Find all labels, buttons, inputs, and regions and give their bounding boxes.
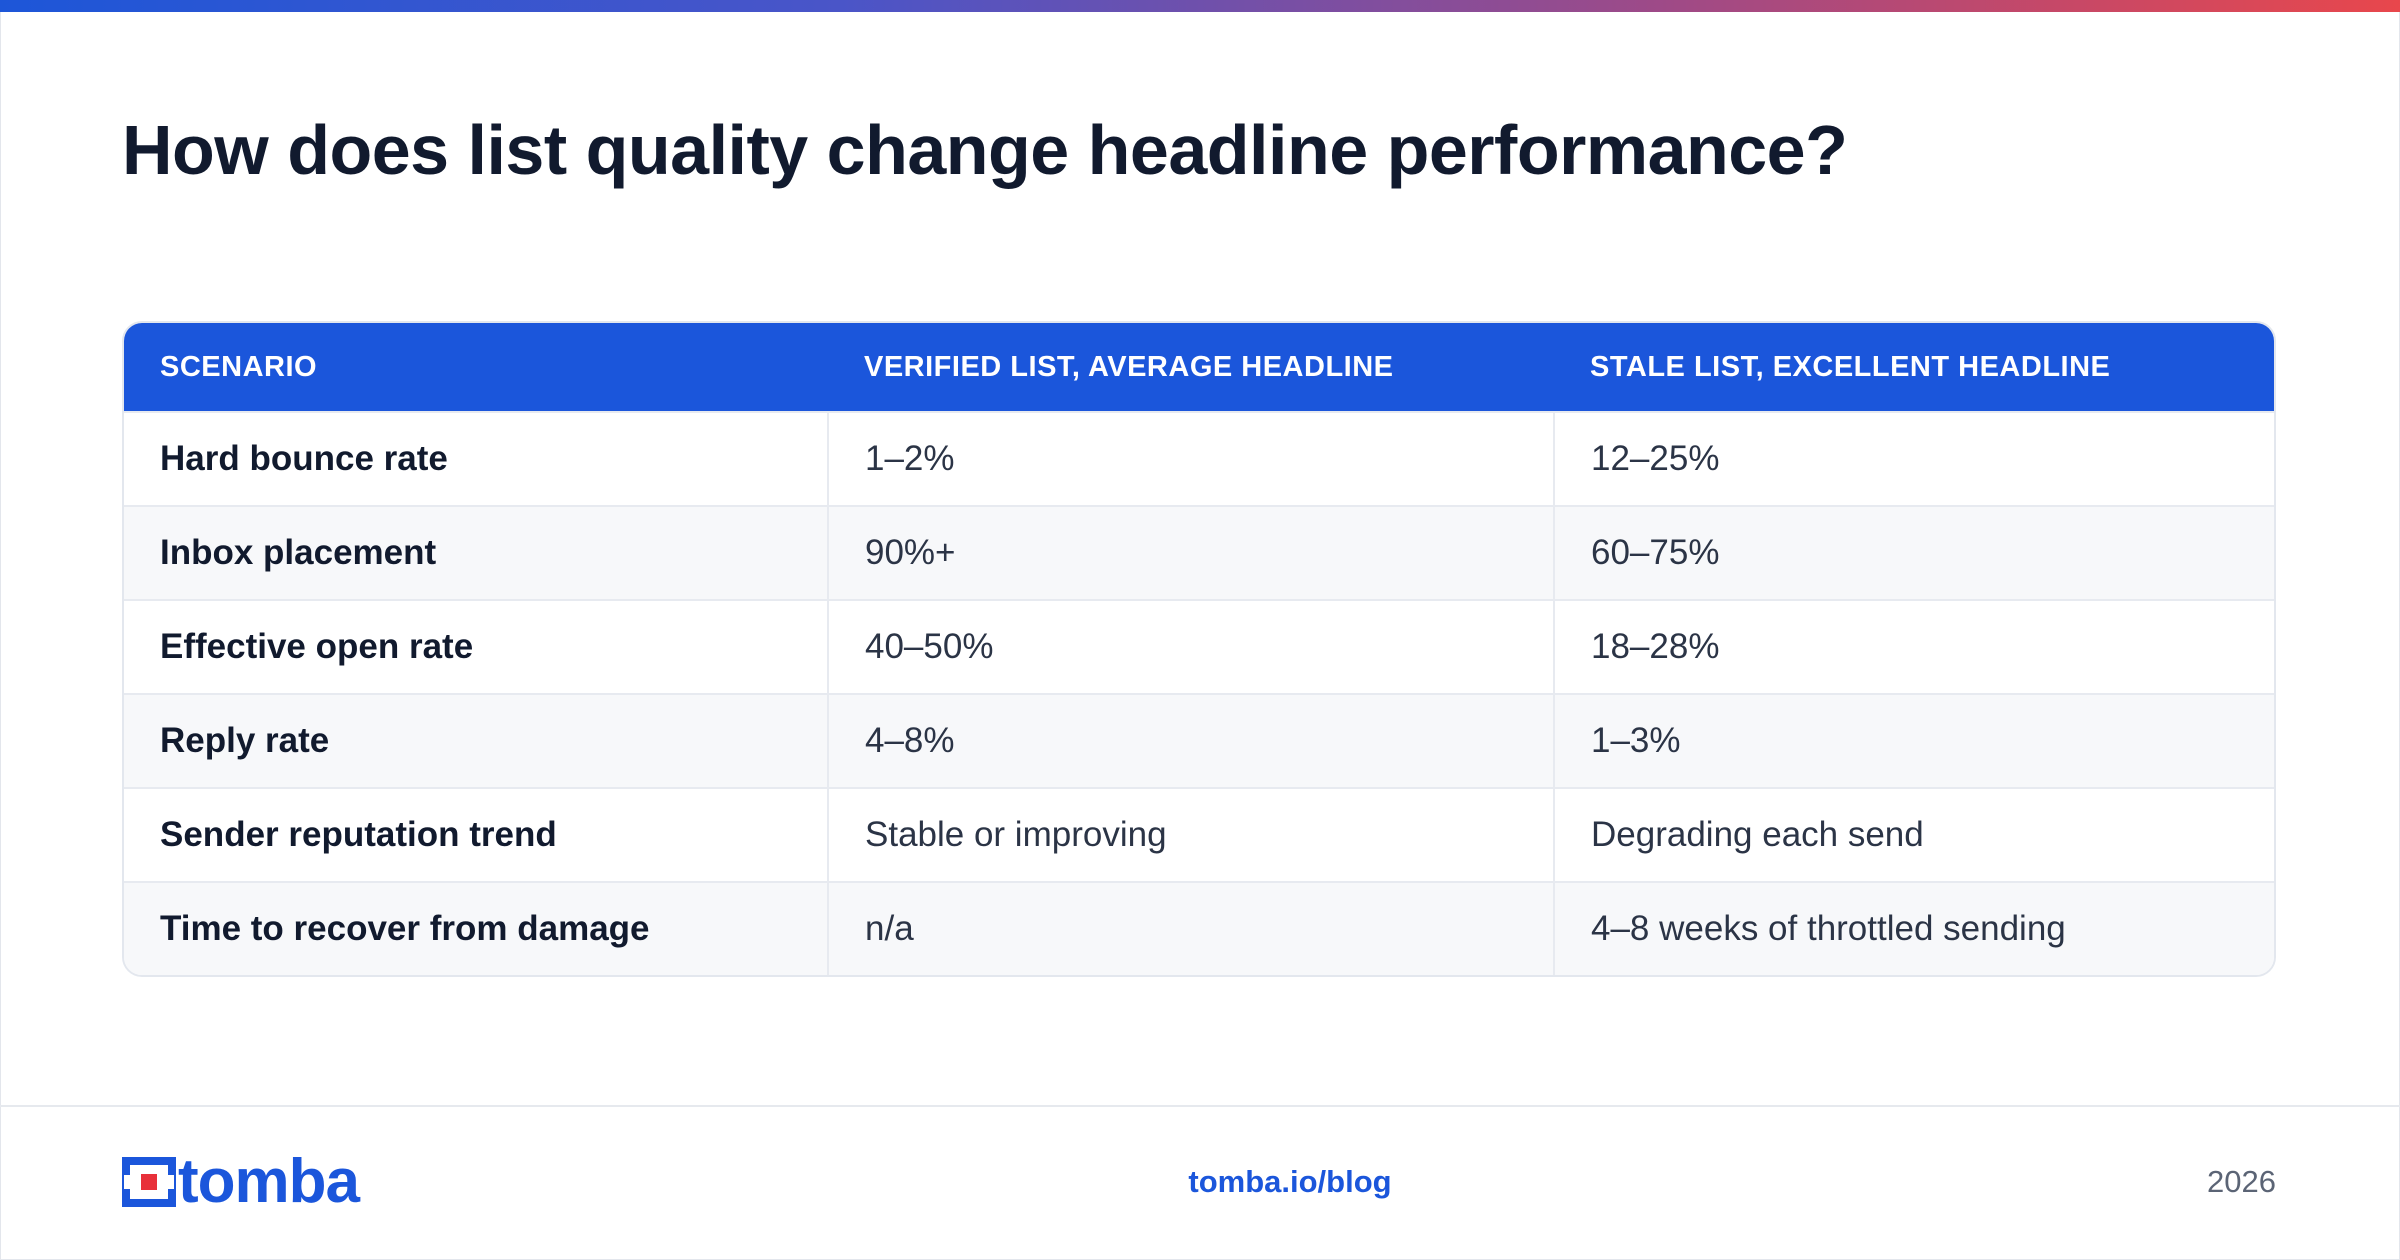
blog-link[interactable]: tomba.io/blog [1188, 1164, 1392, 1199]
header-verified-list: VERIFIED LIST, AVERAGE HEADLINE [828, 323, 1554, 412]
table-header-row: SCENARIO VERIFIED LIST, AVERAGE HEADLINE… [124, 323, 2274, 412]
verified-value: 90%+ [827, 505, 1554, 600]
row-label: Time to recover from damage [124, 881, 828, 975]
row-label: Effective open rate [124, 599, 828, 694]
stale-value: 60–75% [1553, 505, 2274, 600]
table-row: Reply rate 4–8% 1–3% [124, 693, 2274, 788]
table-row: Time to recover from damage n/a 4–8 week… [124, 881, 2274, 975]
comparison-table: SCENARIO VERIFIED LIST, AVERAGE HEADLINE… [122, 321, 2276, 977]
verified-value: Stable or improving [827, 787, 1554, 882]
tomba-logo-mark-icon [122, 1157, 176, 1207]
gradient-top-bar [0, 0, 2400, 12]
row-label: Hard bounce rate [124, 411, 828, 506]
footer-year: 2026 [2207, 1164, 2276, 1199]
footer-divider [0, 1105, 2400, 1107]
stale-value: 4–8 weeks of throttled sending [1553, 881, 2274, 975]
header-stale-list: STALE LIST, EXCELLENT HEADLINE [1554, 323, 2274, 412]
table-row: Hard bounce rate 1–2% 12–25% [124, 411, 2274, 506]
stale-value: Degrading each send [1553, 787, 2274, 882]
verified-value: 1–2% [827, 411, 1554, 506]
stale-value: 1–3% [1553, 693, 2274, 788]
row-label: Sender reputation trend [124, 787, 828, 882]
table-row: Effective open rate 40–50% 18–28% [124, 599, 2274, 694]
tomba-logo[interactable]: tomba [122, 1147, 360, 1216]
page-title: How does list quality change headline pe… [122, 111, 1848, 189]
table-row: Inbox placement 90%+ 60–75% [124, 505, 2274, 600]
table-row: Sender reputation trend Stable or improv… [124, 787, 2274, 882]
brand-name: tomba [178, 1147, 360, 1216]
verified-value: 40–50% [827, 599, 1554, 694]
stale-value: 12–25% [1553, 411, 2274, 506]
stale-value: 18–28% [1553, 599, 2274, 694]
verified-value: 4–8% [827, 693, 1554, 788]
row-label: Reply rate [124, 693, 828, 788]
row-label: Inbox placement [124, 505, 828, 600]
header-scenario: SCENARIO [124, 323, 828, 412]
verified-value: n/a [827, 881, 1554, 975]
